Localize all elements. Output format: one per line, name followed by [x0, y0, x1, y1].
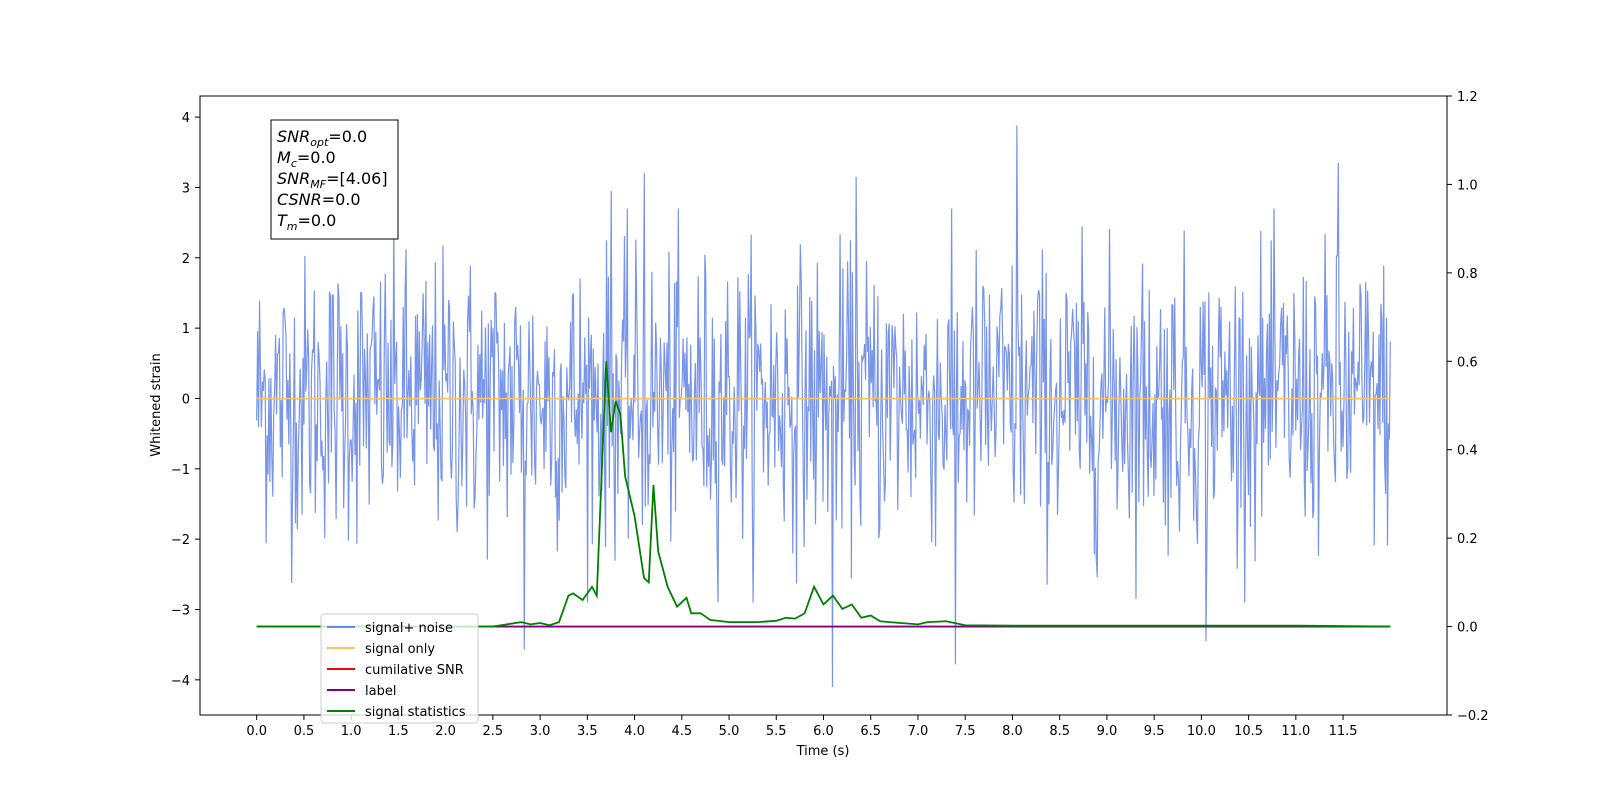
y-tick-label: −1: [171, 463, 190, 478]
legend-label: cumilative SNR: [365, 663, 464, 678]
x-tick-label: 7.5: [955, 724, 976, 739]
x-tick-label: 8.0: [1002, 724, 1023, 739]
y2-tick-label: 0.6: [1457, 355, 1478, 370]
x-axis-label: Time (s): [796, 744, 850, 759]
x-tick-label: 9.5: [1144, 724, 1165, 739]
x-tick-label: 3.0: [530, 724, 551, 739]
x-tick-label: 4.0: [624, 724, 645, 739]
x-tick-label: 11.5: [1329, 724, 1358, 739]
legend-frame: [320, 613, 479, 724]
y2-tick-label: 1.0: [1457, 178, 1478, 193]
y2-tick-label: 0.8: [1457, 267, 1478, 282]
x-tick-label: 11.0: [1281, 724, 1310, 739]
series-signal-statistics: [256, 361, 1391, 628]
y-axis-left: 4 3 2 1 0 −1 −2 −3 −4: [171, 111, 200, 689]
x-tick-label: 1.0: [341, 724, 362, 739]
x-tick-label: 0.0: [246, 724, 267, 739]
info-line: Tm=0.0: [277, 211, 336, 233]
x-tick-label: 9.0: [1097, 724, 1118, 739]
y2-tick-label: 0.0: [1457, 621, 1478, 636]
y2-tick-label: 0.4: [1457, 444, 1478, 459]
y-axis-label: Whitened strain: [149, 353, 164, 456]
x-tick-label: 3.5: [577, 724, 598, 739]
y2-tick-label: 1.2: [1457, 90, 1478, 105]
y-tick-label: 3: [182, 181, 190, 196]
x-tick-label: 8.5: [1049, 724, 1070, 739]
info-line: Mc=0.0: [277, 148, 336, 170]
info-box-frame: [270, 119, 399, 240]
y-tick-label: −4: [171, 674, 190, 689]
x-axis: 0.0 0.5 1.0 1.5 2.0 2.5 3.0 3.5 4.0 4.5 5.0 5.5 6.0 6…: [246, 715, 1358, 739]
x-tick-label: 1.5: [388, 724, 409, 739]
legend-label: signal statistics: [365, 705, 466, 720]
x-tick-label: 10.0: [1187, 724, 1216, 739]
legend-label: signal+ noise: [365, 621, 453, 636]
x-tick-label: 0.5: [294, 724, 315, 739]
info-line: SNRopt=0.0: [277, 127, 367, 149]
info-line: SNRMF=[4.06]: [277, 169, 388, 191]
x-tick-label: 6.0: [813, 724, 834, 739]
legend-label: signal only: [365, 642, 435, 657]
legend-label: label: [365, 684, 396, 699]
x-tick-label: 2.5: [483, 724, 504, 739]
y2-tick-label: 0.2: [1457, 532, 1478, 547]
y-tick-label: 1: [182, 322, 190, 337]
y-tick-label: 2: [182, 252, 190, 267]
series-signal-noise: [256, 125, 1391, 687]
series-line-signal-noise: [256, 125, 1391, 687]
x-tick-label: 2.0: [435, 724, 456, 739]
x-tick-label: 7.0: [908, 724, 929, 739]
y2-tick-label: −0.2: [1457, 709, 1489, 724]
x-tick-label: 5.0: [719, 724, 740, 739]
y-tick-label: 0: [182, 392, 190, 407]
y-tick-label: −2: [171, 533, 190, 548]
y-tick-label: 4: [182, 111, 190, 126]
x-tick-label: 10.5: [1234, 724, 1263, 739]
y-axis-right: 1.2 1.0 0.8 0.6 0.4 0.2 0.0 −0.2: [1447, 90, 1489, 724]
x-tick-label: 5.5: [766, 724, 787, 739]
y-tick-label: −3: [171, 603, 190, 618]
series-line-signal-statistics: [256, 361, 1391, 628]
legend: signal+ noise signal only cumilative SNR la…: [320, 613, 479, 724]
x-tick-label: 6.5: [860, 724, 881, 739]
x-tick-label: 4.5: [671, 724, 692, 739]
info-line: CSNR=0.0: [277, 190, 361, 209]
